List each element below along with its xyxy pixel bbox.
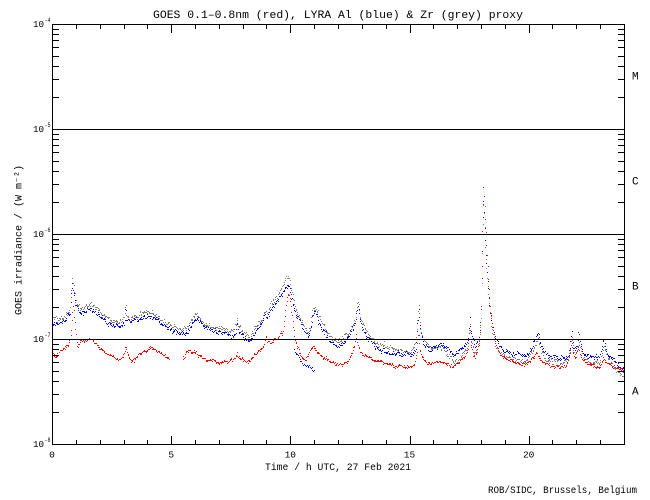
svg-text:C: C (632, 177, 639, 189)
svg-text:10: 10 (33, 19, 44, 30)
svg-text:0: 0 (49, 450, 55, 461)
svg-text:ROB/SIDC, Brussels, Belgium: ROB/SIDC, Brussels, Belgium (488, 485, 637, 496)
svg-text:10: 10 (33, 439, 44, 450)
svg-text:Time / h UTC, 27 Feb 2021: Time / h UTC, 27 Feb 2021 (265, 462, 411, 473)
svg-text:5: 5 (168, 450, 174, 461)
svg-text:-6: -6 (45, 227, 51, 234)
svg-text:10: 10 (33, 124, 44, 135)
svg-text:20: 20 (523, 450, 535, 461)
svg-text:GOES 0.1–0.8nm (red), LYRA Al: GOES 0.1–0.8nm (red), LYRA Al (blue) & Z… (153, 10, 523, 22)
svg-text:B: B (632, 282, 639, 294)
svg-text:-7: -7 (45, 332, 51, 339)
svg-text:10: 10 (33, 229, 44, 240)
svg-text:GOES irradiance / (W m⁻²): GOES irradiance / (W m⁻²) (14, 165, 26, 315)
svg-text:10: 10 (285, 450, 297, 461)
svg-text:-5: -5 (45, 122, 51, 129)
svg-text:-4: -4 (45, 17, 51, 24)
svg-text:A: A (632, 387, 639, 399)
svg-text:-8: -8 (45, 437, 51, 444)
svg-text:M: M (632, 72, 639, 84)
svg-text:15: 15 (404, 450, 416, 461)
svg-text:10: 10 (33, 334, 44, 345)
